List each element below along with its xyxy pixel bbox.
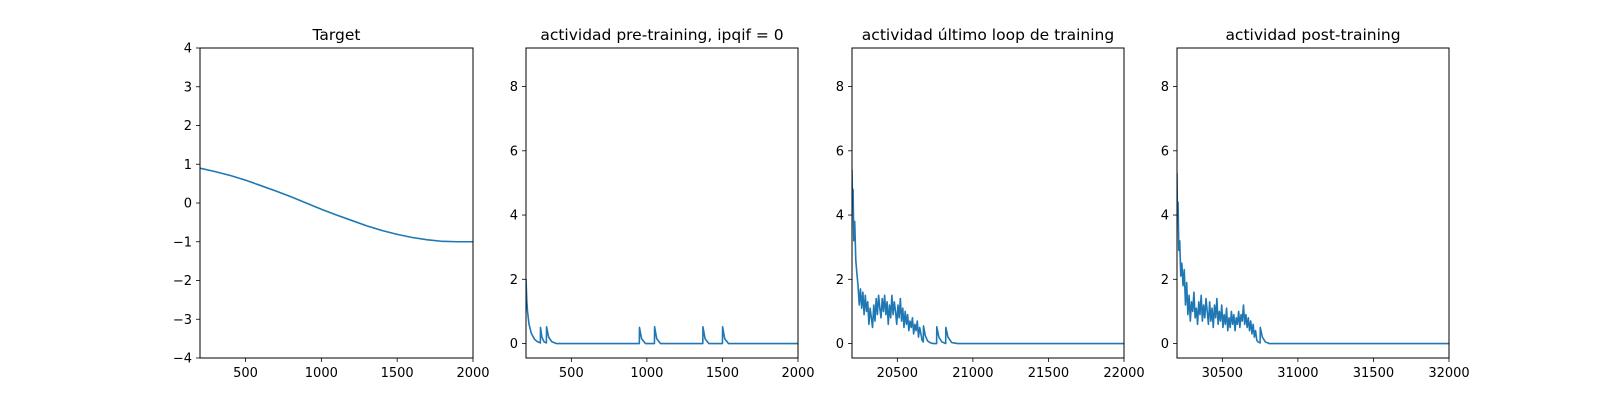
- y-tick-label: 2: [836, 273, 844, 288]
- y-tick-label: 8: [510, 80, 518, 95]
- y-tick-label: 3: [184, 80, 192, 95]
- panel-title: actividad post-training: [1225, 26, 1400, 44]
- axes-frame: [1176, 47, 1450, 359]
- x-tick-label: 2000: [456, 366, 489, 381]
- panel-post-training: actividad post-training 30500 31000 31500 3…: [1161, 26, 1470, 381]
- x-tick-label: 500: [559, 366, 584, 381]
- y-tick-label: 8: [1161, 80, 1169, 95]
- y-tick-label: 2: [184, 119, 192, 134]
- x-tick-label: 2000: [781, 366, 814, 381]
- series-line: [1177, 172, 1449, 345]
- y-tick-label: 6: [836, 144, 844, 159]
- series-line: [526, 278, 798, 345]
- x-tick-label: 21500: [1028, 366, 1069, 381]
- y-tick-label: 4: [836, 209, 844, 224]
- y-tick-label: 1: [184, 158, 192, 173]
- x-tick-label: 30500: [1202, 366, 1243, 381]
- x-tick-label: 22000: [1103, 366, 1144, 381]
- series-line: [200, 167, 473, 243]
- x-tick-label: 1000: [630, 366, 663, 381]
- axes-frame: [525, 47, 799, 359]
- y-tick-label: −2: [173, 274, 192, 289]
- x-tick-label: 31500: [1353, 366, 1394, 381]
- x-tick-label: 20500: [877, 366, 918, 381]
- x-tick-label: 1500: [706, 366, 739, 381]
- x-tick-label: 21000: [952, 366, 993, 381]
- x-tick-label: 500: [233, 366, 258, 381]
- x-tick-label: 32000: [1428, 366, 1469, 381]
- y-tick-label: −1: [173, 235, 192, 250]
- y-tick-label: 0: [1161, 337, 1169, 352]
- y-tick-label: 4: [1161, 209, 1169, 224]
- y-tick-label: 6: [510, 144, 518, 159]
- y-tick-label: −3: [173, 313, 192, 328]
- series-line: [852, 169, 1124, 345]
- x-tick-label: 1000: [305, 366, 338, 381]
- panel-title: actividad último loop de training: [862, 26, 1114, 44]
- axes-frame: [851, 47, 1125, 359]
- panel-title: Target: [312, 26, 361, 44]
- y-tick-label: 0: [184, 197, 192, 212]
- y-tick-label: 4: [510, 209, 518, 224]
- x-tick-label: 31000: [1277, 366, 1318, 381]
- y-tick-label: 6: [1161, 144, 1169, 159]
- x-tick-label: 1500: [381, 366, 414, 381]
- panel-last-training-loop: actividad último loop de training 20500 2…: [836, 26, 1145, 381]
- y-tick-label: 4: [184, 42, 192, 57]
- y-tick-label: 0: [510, 337, 518, 352]
- panel-pre-training: actividad pre-training, ipqif = 0 500 100…: [510, 26, 815, 381]
- panel-target: Target 500 1000 1500 2000 −4 −3 −2 −1 0 1 2 3 4: [173, 26, 490, 381]
- y-tick-label: 8: [836, 80, 844, 95]
- y-tick-label: 2: [1161, 273, 1169, 288]
- y-tick-label: 0: [836, 337, 844, 352]
- panel-title: actividad pre-training, ipqif = 0: [540, 26, 783, 44]
- y-tick-label: −4: [173, 352, 192, 367]
- y-tick-label: 2: [510, 273, 518, 288]
